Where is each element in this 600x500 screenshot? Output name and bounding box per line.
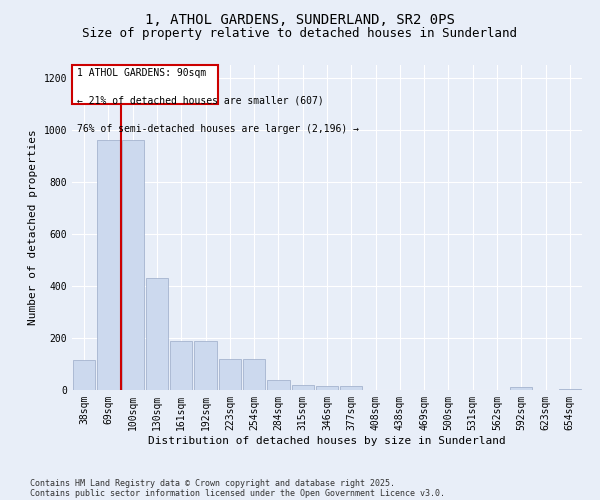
Text: 76% of semi-detached houses are larger (2,196) →: 76% of semi-detached houses are larger (… bbox=[77, 124, 359, 134]
Bar bbox=[194, 340, 217, 390]
Bar bbox=[73, 360, 95, 390]
X-axis label: Distribution of detached houses by size in Sunderland: Distribution of detached houses by size … bbox=[148, 436, 506, 446]
Bar bbox=[122, 140, 144, 390]
Bar bbox=[316, 386, 338, 390]
Bar bbox=[559, 388, 581, 390]
Bar bbox=[510, 388, 532, 390]
Text: Contains public sector information licensed under the Open Government Licence v3: Contains public sector information licen… bbox=[30, 488, 445, 498]
Bar bbox=[97, 140, 119, 390]
Y-axis label: Number of detached properties: Number of detached properties bbox=[28, 130, 38, 326]
Bar bbox=[146, 278, 168, 390]
FancyBboxPatch shape bbox=[72, 65, 218, 104]
Bar bbox=[292, 385, 314, 390]
Bar bbox=[170, 340, 193, 390]
Bar bbox=[243, 359, 265, 390]
Text: ← 21% of detached houses are smaller (607): ← 21% of detached houses are smaller (60… bbox=[77, 96, 324, 106]
Text: 1 ATHOL GARDENS: 90sqm: 1 ATHOL GARDENS: 90sqm bbox=[77, 68, 206, 78]
Text: Size of property relative to detached houses in Sunderland: Size of property relative to detached ho… bbox=[83, 28, 517, 40]
Text: 1, ATHOL GARDENS, SUNDERLAND, SR2 0PS: 1, ATHOL GARDENS, SUNDERLAND, SR2 0PS bbox=[145, 12, 455, 26]
Bar bbox=[267, 380, 290, 390]
Bar bbox=[218, 359, 241, 390]
Bar bbox=[340, 386, 362, 390]
Text: Contains HM Land Registry data © Crown copyright and database right 2025.: Contains HM Land Registry data © Crown c… bbox=[30, 478, 395, 488]
